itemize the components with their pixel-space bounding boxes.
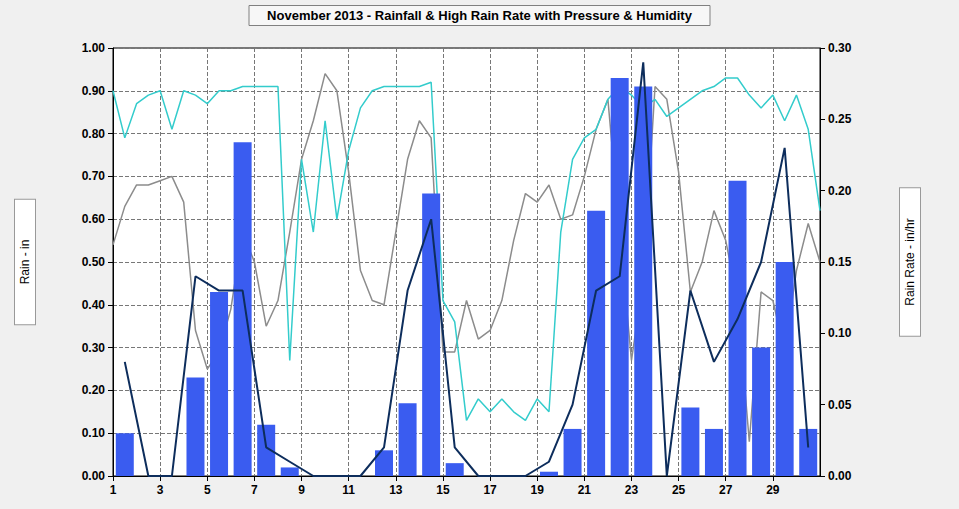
svg-text:0.00: 0.00 xyxy=(828,469,852,483)
svg-text:11: 11 xyxy=(342,483,355,497)
svg-text:19: 19 xyxy=(531,483,545,497)
svg-text:0.20: 0.20 xyxy=(828,184,852,198)
svg-text:27: 27 xyxy=(719,483,733,497)
svg-text:Rain Rate - in/hr: Rain Rate - in/hr xyxy=(903,218,917,305)
svg-text:0.60: 0.60 xyxy=(82,212,106,226)
svg-text:1: 1 xyxy=(110,483,117,497)
svg-text:0.30: 0.30 xyxy=(828,41,852,55)
svg-text:25: 25 xyxy=(672,483,686,497)
svg-text:3: 3 xyxy=(157,483,164,497)
svg-text:0.50: 0.50 xyxy=(82,255,106,269)
svg-text:0.15: 0.15 xyxy=(828,255,852,269)
svg-text:5: 5 xyxy=(204,483,211,497)
svg-text:November 2013 - Rainfall & Hig: November 2013 - Rainfall & High Rain Rat… xyxy=(267,8,693,23)
svg-text:0.05: 0.05 xyxy=(828,398,852,412)
svg-text:7: 7 xyxy=(251,483,258,497)
svg-text:29: 29 xyxy=(766,483,780,497)
svg-text:17: 17 xyxy=(483,483,497,497)
svg-text:0.00: 0.00 xyxy=(82,469,106,483)
svg-text:1.00: 1.00 xyxy=(82,41,106,55)
svg-text:0.10: 0.10 xyxy=(82,426,106,440)
svg-text:0.90: 0.90 xyxy=(82,84,106,98)
svg-text:0.80: 0.80 xyxy=(82,127,106,141)
svg-text:0.40: 0.40 xyxy=(82,298,106,312)
svg-text:0.25: 0.25 xyxy=(828,112,852,126)
svg-text:15: 15 xyxy=(436,483,450,497)
svg-text:9: 9 xyxy=(298,483,305,497)
svg-text:13: 13 xyxy=(389,483,403,497)
svg-text:21: 21 xyxy=(578,483,592,497)
svg-text:0.30: 0.30 xyxy=(82,341,106,355)
svg-text:0.10: 0.10 xyxy=(828,326,852,340)
svg-text:23: 23 xyxy=(625,483,639,497)
svg-text:0.20: 0.20 xyxy=(82,383,106,397)
svg-text:0.70: 0.70 xyxy=(82,169,106,183)
svg-text:Rain - in: Rain - in xyxy=(18,240,32,285)
